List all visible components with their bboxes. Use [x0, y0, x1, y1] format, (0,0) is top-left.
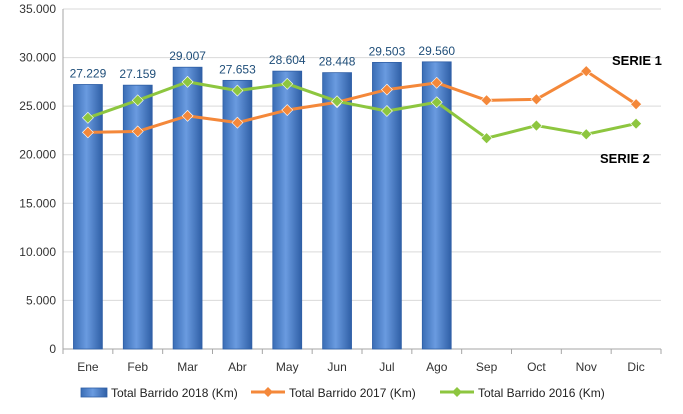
line-point: [131, 94, 144, 107]
line-point: [281, 104, 294, 116]
legend-item-2018: Total Barrido 2018 (Km): [80, 386, 238, 400]
line-point: [231, 84, 244, 97]
bar: [272, 70, 303, 350]
line-point: [480, 94, 493, 107]
y-axis: 0 5.000 10.000 15.000 20.000 25.000 30.000 35.0…: [19, 2, 64, 356]
x-tick-label: Sep: [476, 360, 498, 374]
y-tick-label: 0: [49, 342, 56, 356]
legend-marker-2017: [263, 387, 273, 397]
line-point: [331, 95, 344, 108]
y-tick-label: 5.000: [26, 293, 56, 307]
legend: Total Barrido 2018 (Km) Total Barrido 20…: [80, 386, 605, 400]
data-labels: 27.229 27.159 29.007 27.653 28.604 28.448 29.5…: [70, 44, 456, 81]
legend-item-2017: Total Barrido 2017 (Km): [251, 386, 416, 400]
line-point: [281, 77, 294, 90]
legend-item-2016: Total Barrido 2016 (Km): [440, 386, 605, 400]
line-point: [81, 126, 94, 139]
bar-data-label: 27.653: [219, 62, 256, 76]
x-axis: Ene Feb Mar Abr May Jun Jul Ago Sep Oct Nov Dic: [62, 348, 662, 374]
line-point: [380, 105, 393, 117]
series-line-2016: [87, 80, 637, 140]
x-tick-label: Oct: [527, 360, 546, 374]
x-tick-label: Abr: [228, 360, 247, 374]
line-point: [630, 117, 643, 130]
bar: [73, 84, 103, 350]
y-tick-label: 30.000: [19, 51, 56, 65]
line-point: [580, 128, 593, 141]
line-point: [480, 132, 493, 145]
line-point: [131, 125, 144, 138]
bar-data-label: 29.560: [418, 44, 455, 58]
bar-data-label: 28.448: [319, 55, 356, 69]
y-tick-label: 20.000: [19, 148, 56, 162]
gridlines: [63, 8, 661, 301]
legend-label-2018: Total Barrido 2018 (Km): [111, 386, 238, 400]
x-tick-label: Jun: [327, 360, 346, 374]
bar: [322, 72, 352, 350]
x-tick-label: Ene: [77, 360, 99, 374]
line-point: [231, 116, 244, 129]
line-point: [630, 98, 643, 111]
y-tick-label: 25.000: [19, 99, 56, 113]
serie-1-annotation: SERIE 1: [612, 53, 662, 68]
bar-data-label: 29.503: [369, 44, 406, 58]
line-point: [530, 119, 543, 132]
line-series: [81, 65, 643, 145]
legend-label-2017: Total Barrido 2017 (Km): [289, 386, 416, 400]
line-point: [430, 96, 443, 109]
x-tick-label: Nov: [576, 360, 597, 374]
x-tick-label: Feb: [127, 360, 148, 374]
serie-2-annotation: SERIE 2: [600, 151, 650, 166]
series-line-2017: [87, 69, 637, 134]
line-point: [380, 83, 393, 96]
bar-data-label: 27.229: [70, 66, 107, 80]
x-tick-label: May: [276, 360, 299, 374]
bar-data-label: 29.007: [169, 49, 206, 63]
bar: [172, 66, 203, 350]
y-tick-label: 15.000: [19, 196, 56, 210]
legend-swatch-2018: [80, 387, 108, 398]
x-tick-label: Ago: [426, 360, 448, 374]
bar-series-2018: [73, 61, 452, 350]
bar: [122, 84, 153, 350]
line-point: [430, 76, 443, 89]
line-point: [81, 111, 94, 124]
y-tick-label: 35.000: [19, 2, 56, 16]
legend-label-2016: Total Barrido 2016 (Km): [478, 386, 605, 400]
line-point: [181, 75, 194, 88]
line-point: [580, 65, 593, 78]
x-tick-label: Jul: [379, 360, 394, 374]
line-point: [530, 93, 543, 106]
y-tick-label: 10.000: [19, 245, 56, 259]
line-point: [181, 109, 194, 122]
bar-data-label: 28.604: [269, 53, 306, 67]
legend-marker-2016: [452, 387, 462, 397]
x-tick-label: Mar: [177, 360, 198, 374]
bar-data-label: 27.159: [119, 67, 156, 81]
x-tick-label: Dic: [627, 360, 644, 374]
